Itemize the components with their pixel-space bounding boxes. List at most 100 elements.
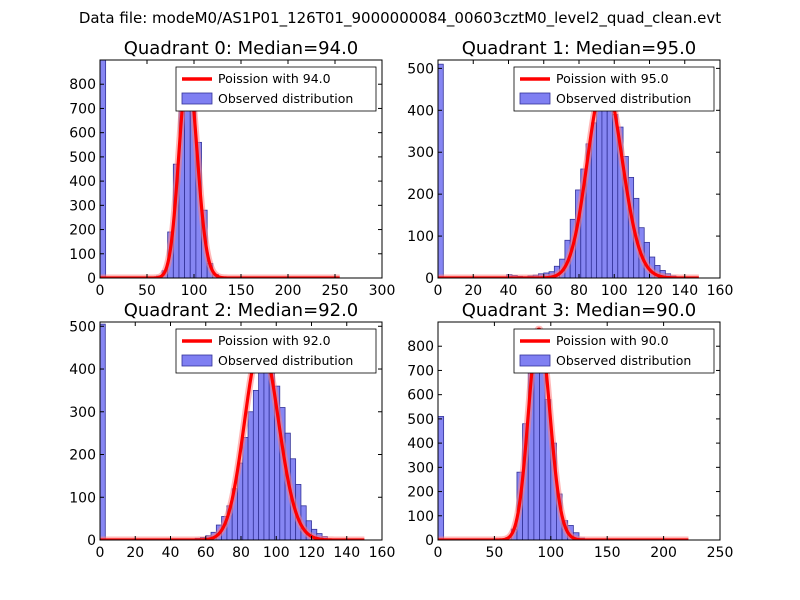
histogram-bar (596, 93, 603, 278)
quadrant-1-panel: 0 20 40 60 80 100 120 140 160 0 100 200 300 400 500 Qua… (407, 38, 733, 299)
legend-entry-curve: Poission with 94.0 (218, 71, 331, 86)
x-tick-label: 50 (485, 545, 503, 561)
x-tick-label: 60 (197, 545, 215, 561)
x-tick-label: 120 (636, 283, 663, 299)
y-tick-label: 400 (407, 436, 434, 452)
quadrant-3-panel: 0 50 100 150 200 250 0 100 200 300 400 500 600 700 800… (407, 300, 733, 561)
histogram-bar (247, 411, 254, 540)
y-tick-label: 500 (407, 412, 434, 428)
y-tick-label: 0 (425, 271, 434, 287)
x-tick-label: 200 (650, 545, 677, 561)
legend-entry-bars: Observed distribution (556, 353, 691, 368)
y-tick-label: 0 (87, 271, 96, 287)
legend-entry-curve: Poission with 95.0 (556, 71, 669, 86)
y-tick-label: 600 (407, 388, 434, 404)
y-tick-label: 400 (69, 362, 96, 378)
figure-suptitle: Data file: modeM0/AS1P01_126T01_90000000… (78, 9, 722, 27)
panel-title: Quadrant 3: Median=90.0 (462, 300, 697, 321)
y-tick-label: 100 (69, 247, 96, 263)
x-tick-label: 40 (500, 283, 518, 299)
poisson-curve (100, 341, 365, 540)
y-tick-label: 200 (407, 485, 434, 501)
x-tick-label: 40 (162, 545, 180, 561)
x-tick-label: 120 (298, 545, 325, 561)
x-tick-label: 150 (594, 545, 621, 561)
x-tick-label: 140 (671, 283, 698, 299)
y-tick-label: 200 (69, 448, 96, 464)
y-tick-label: 200 (407, 187, 434, 203)
y-tick-label: 300 (407, 460, 434, 476)
y-tick-label: 800 (407, 339, 434, 355)
y-tick-label: 700 (407, 363, 434, 379)
x-tick-label: 160 (707, 283, 734, 299)
histogram-bar (100, 323, 106, 540)
y-tick-label: 800 (69, 77, 96, 93)
x-tick-label: 100 (537, 545, 564, 561)
x-tick-label: 160 (369, 545, 396, 561)
axes-frame (437, 321, 721, 541)
y-tick-label: 500 (69, 150, 96, 166)
legend-bar-swatch (519, 92, 551, 105)
histogram-bar (438, 63, 444, 278)
legend-entry-bars: Observed distribution (218, 353, 353, 368)
panel-title: Quadrant 0: Median=94.0 (124, 38, 359, 59)
x-tick-label: 0 (434, 283, 443, 299)
legend-entry-curve: Poission with 90.0 (556, 333, 669, 348)
y-tick-label: 500 (407, 61, 434, 77)
x-tick-label: 300 (369, 283, 396, 299)
plot-contents (100, 323, 367, 540)
legend: Poission with 95.0 Observed distribution (513, 66, 715, 112)
x-tick-label: 100 (263, 545, 290, 561)
histogram-bar (100, 60, 107, 278)
x-tick-label: 100 (601, 283, 628, 299)
legend-bar-swatch (181, 354, 213, 367)
y-tick-label: 100 (407, 509, 434, 525)
legend-bar-swatch (519, 354, 551, 367)
histogram-bar (438, 416, 445, 540)
y-tick-label: 600 (69, 126, 96, 142)
x-tick-label: 80 (232, 545, 250, 561)
plot-contents (100, 60, 343, 278)
x-tick-label: 0 (434, 545, 443, 561)
quadrant-2-panel: 0 20 40 60 80 100 120 140 160 0 100 200 300 400 500 Qua… (69, 300, 395, 561)
y-tick-label: 0 (87, 533, 96, 549)
x-tick-label: 100 (181, 283, 208, 299)
x-tick-label: 20 (126, 545, 144, 561)
legend-entry-bars: Observed distribution (218, 91, 353, 106)
legend-entry-curve: Poission with 92.0 (218, 333, 331, 348)
panel-title: Quadrant 2: Median=92.0 (124, 300, 359, 321)
legend-bar-swatch (181, 92, 213, 105)
legend: Poission with 90.0 Observed distribution (513, 328, 715, 374)
x-tick-label: 80 (570, 283, 588, 299)
y-tick-label: 300 (69, 198, 96, 214)
x-tick-label: 50 (138, 283, 156, 299)
y-tick-label: 200 (69, 223, 96, 239)
y-tick-label: 100 (69, 490, 96, 506)
y-tick-label: 300 (69, 405, 96, 421)
y-tick-label: 0 (425, 533, 434, 549)
x-tick-label: 200 (275, 283, 302, 299)
y-tick-label: 400 (69, 174, 96, 190)
histogram-bar (252, 389, 260, 540)
panel-title: Quadrant 1: Median=95.0 (462, 38, 697, 59)
y-tick-label: 500 (69, 319, 96, 335)
poisson-curve (100, 70, 341, 278)
x-tick-label: 250 (322, 283, 349, 299)
poisson-curve (438, 79, 699, 278)
x-tick-label: 150 (228, 283, 255, 299)
x-tick-label: 0 (96, 283, 105, 299)
legend-entry-bars: Observed distribution (556, 91, 691, 106)
x-tick-label: 60 (535, 283, 553, 299)
plot-contents (438, 63, 701, 278)
y-tick-label: 100 (407, 229, 434, 245)
y-tick-label: 700 (69, 101, 96, 117)
legend: Poission with 92.0 Observed distribution (175, 328, 377, 374)
y-tick-label: 400 (407, 103, 434, 119)
poisson-curve (438, 327, 689, 540)
x-tick-label: 140 (333, 545, 360, 561)
x-tick-label: 20 (464, 283, 482, 299)
y-tick-label: 300 (407, 145, 434, 161)
x-tick-label: 250 (707, 545, 734, 561)
quadrant-0-panel: 0 50 100 150 200 250 300 0 100 200 300 400 500 600 700… (69, 38, 395, 299)
